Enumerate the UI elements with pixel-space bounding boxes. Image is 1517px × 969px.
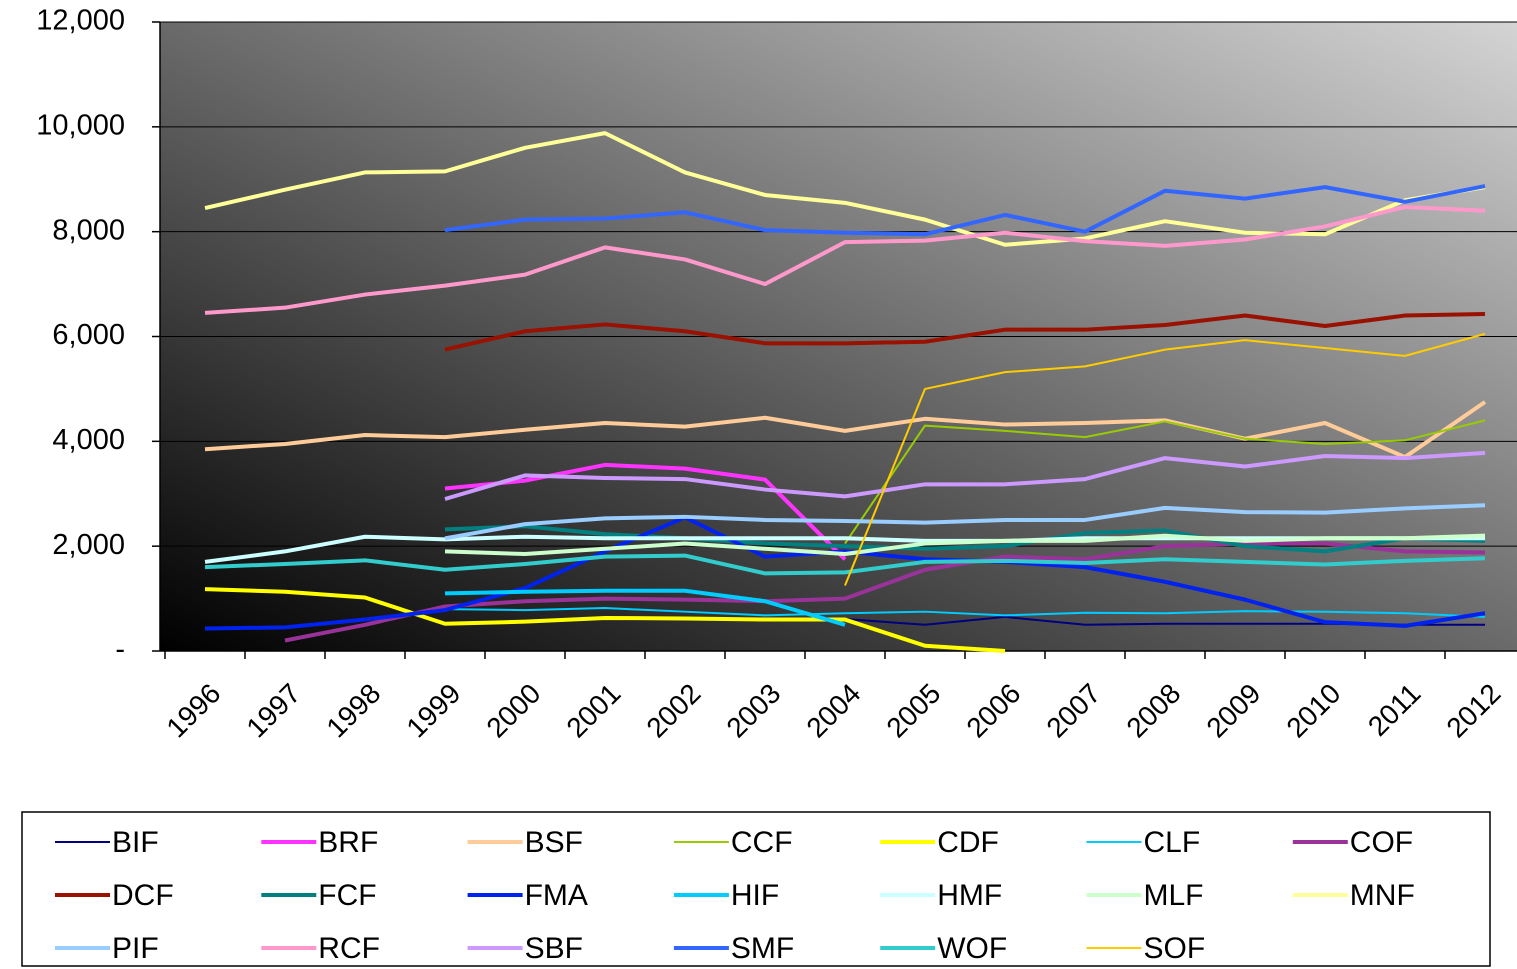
legend-label: RCF xyxy=(318,932,380,965)
legend-label: CCF xyxy=(731,826,793,859)
x-tick-label: 2004 xyxy=(800,678,866,744)
x-tick-label: 1997 xyxy=(240,678,306,744)
y-tick-label: 4,000 xyxy=(52,424,125,456)
y-tick-label: 12,000 xyxy=(36,5,125,37)
series-line xyxy=(204,205,1486,315)
legend-label: BSF xyxy=(525,826,583,859)
series-line xyxy=(444,607,1486,618)
legend-label: FMA xyxy=(525,879,588,912)
y-tick-label: 8,000 xyxy=(52,214,125,246)
series-line xyxy=(204,587,1006,653)
series-line xyxy=(444,524,1486,554)
legend-label: DCF xyxy=(112,879,174,912)
legend-label: WOF xyxy=(937,932,1007,965)
x-tick-label: 2007 xyxy=(1040,678,1106,744)
series-line xyxy=(444,184,1486,237)
legend-label: CDF xyxy=(937,826,999,859)
x-tick-label: 2001 xyxy=(560,678,626,744)
series-line xyxy=(444,533,1486,557)
legend-label: HIF xyxy=(731,879,779,912)
y-tick-label: 6,000 xyxy=(52,319,125,351)
legend-label: PIF xyxy=(112,932,159,965)
legend-label: COF xyxy=(1350,826,1413,859)
series-line xyxy=(204,515,1486,631)
legend-label: SOF xyxy=(1144,932,1206,965)
legend-label: MLF xyxy=(1144,879,1204,912)
legend-label: CLF xyxy=(1144,826,1201,859)
legend-label: SMF xyxy=(731,932,794,965)
y-tick-label: 2,000 xyxy=(52,529,125,561)
legend-box xyxy=(21,811,1491,967)
series-line xyxy=(444,450,1486,501)
y-tick-label: 10,000 xyxy=(36,109,125,141)
series-line xyxy=(204,553,1486,576)
x-tick-label: 2011 xyxy=(1362,678,1427,743)
legend-label: FCF xyxy=(318,879,376,912)
series-line xyxy=(444,588,846,627)
x-tick-label: 1998 xyxy=(320,678,386,744)
series-line xyxy=(444,311,1486,352)
x-tick-label: 2002 xyxy=(640,678,706,744)
x-tick-label: 2006 xyxy=(960,678,1026,744)
series-line xyxy=(844,332,1486,586)
series-line xyxy=(844,419,1486,545)
x-tick-label: 2008 xyxy=(1120,678,1186,744)
x-tick-label: 2003 xyxy=(720,678,786,744)
legend-label: BIF xyxy=(112,826,159,859)
legend-label: SBF xyxy=(525,932,583,965)
legend-label: MNF xyxy=(1350,879,1415,912)
legend-label: HMF xyxy=(937,879,1002,912)
y-tick-label: - xyxy=(115,634,125,666)
x-tick-label: 2010 xyxy=(1280,678,1346,744)
x-tick-label: 1999 xyxy=(400,678,466,744)
series-line xyxy=(284,541,1486,643)
x-tick-label: 2000 xyxy=(480,678,546,744)
x-tick-label: 2005 xyxy=(880,678,946,744)
legend-label: BRF xyxy=(318,826,378,859)
series-line xyxy=(204,400,1487,460)
x-tick-label: 2009 xyxy=(1200,678,1266,744)
x-tick-label: 1996 xyxy=(160,678,226,744)
series-line xyxy=(444,503,1486,541)
x-tick-label: 2012 xyxy=(1440,678,1506,744)
series-line xyxy=(444,462,847,561)
